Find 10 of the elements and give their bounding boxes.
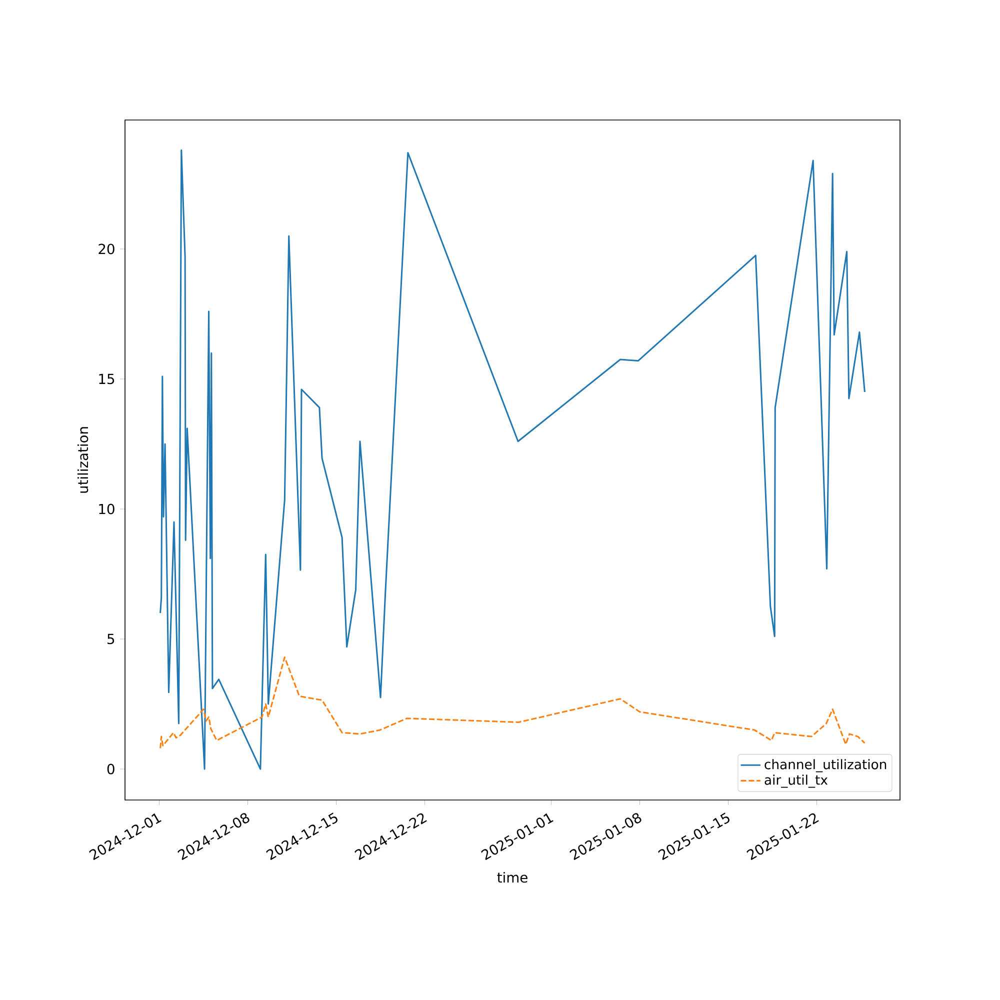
y-axis-title: utilization [77,427,88,493]
y-tick-label: 5 [108,634,114,644]
y-tick-label: 20 [98,244,114,254]
y-tick-label: 15 [99,374,114,384]
y-tick-label: 10 [99,504,114,514]
legend-label: channel_utilization [764,759,886,772]
line-series [160,656,866,750]
y-tick-label: 0 [107,764,114,774]
x-axis-title: time [497,872,528,883]
legend-label: air_util_tx [764,774,828,788]
